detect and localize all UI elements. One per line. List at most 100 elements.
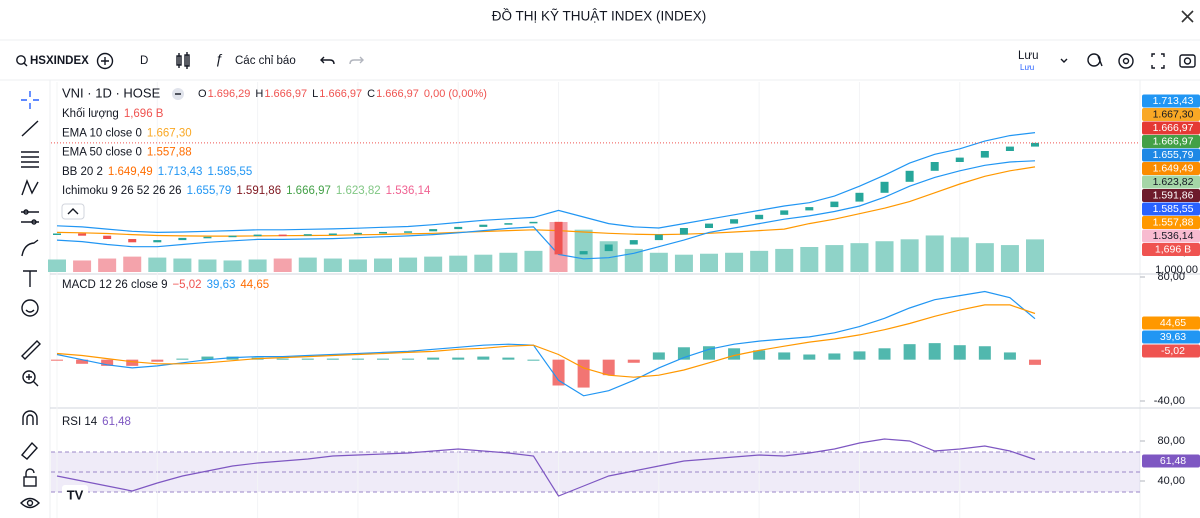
price-badge	[1142, 189, 1200, 202]
indicators-button[interactable]: Các chỉ báo	[235, 55, 296, 67]
legend-text: 1.666,97	[376, 88, 419, 100]
price-badge-label: 1.557,88	[1153, 216, 1194, 228]
histogram-bar	[427, 357, 440, 360]
y-tick-label: 80,00	[1157, 271, 1185, 283]
candle	[705, 223, 713, 228]
volume-bar	[374, 258, 392, 272]
close-button[interactable]	[1181, 10, 1194, 23]
alert-icon[interactable]	[1087, 53, 1103, 67]
price-badge	[1142, 344, 1200, 358]
price-badge	[1142, 202, 1200, 216]
undo[interactable]	[320, 56, 335, 65]
fullscreen-icon[interactable]	[1151, 53, 1165, 69]
legend-text: 1.557,88	[147, 147, 192, 159]
save-button[interactable]: Lưu	[1018, 50, 1039, 62]
volume-bar	[624, 248, 643, 272]
legend-text: 39,63	[207, 279, 236, 291]
fx-icon[interactable]: ƒ	[215, 51, 223, 67]
save-status: Lưu	[1020, 63, 1034, 72]
candle	[604, 244, 613, 252]
svg-text:TV: TV	[67, 487, 84, 502]
legend-text: 44,65	[240, 279, 269, 291]
histogram-bar	[326, 358, 339, 360]
magnet-tool[interactable]	[22, 410, 38, 425]
snapshot-icon[interactable]	[1179, 54, 1196, 68]
candle	[1005, 146, 1014, 151]
price-badge	[1142, 94, 1200, 108]
candle	[654, 234, 663, 241]
histogram-bar	[753, 350, 766, 360]
price-badge-label: -5,02	[1161, 345, 1185, 357]
price-badge-label: 61,48	[1160, 455, 1186, 467]
histogram-bar	[51, 359, 63, 361]
pattern-tool[interactable]	[21, 179, 39, 196]
volume-bar	[825, 245, 844, 272]
measure-tool[interactable]	[21, 340, 41, 360]
histogram-bar	[728, 348, 741, 360]
settings-icon[interactable]	[1118, 53, 1134, 69]
redo[interactable]	[349, 56, 364, 65]
emoji-tool[interactable]	[21, 299, 39, 317]
candle	[78, 233, 87, 236]
lock-tool[interactable]	[23, 468, 37, 487]
visibility-tool[interactable]	[20, 497, 40, 509]
chart-type-icon[interactable]	[176, 52, 190, 69]
search-icon[interactable]	[16, 55, 28, 67]
price-badge	[1142, 243, 1200, 256]
price-badge-label: 1.666,97	[1153, 122, 1194, 134]
candle	[228, 235, 237, 238]
volume-bar	[674, 254, 693, 272]
interval-button[interactable]: D	[140, 55, 148, 67]
legend-text: −5,02	[172, 279, 201, 291]
histogram-bar	[552, 359, 565, 386]
y-tick-label: 80,00	[1157, 435, 1185, 447]
histogram-bar	[703, 346, 715, 360]
price-badge-label: 44,65	[1160, 317, 1186, 329]
legend-text: 1.667,30	[147, 127, 192, 139]
histogram-bar	[477, 356, 490, 360]
lock-drawing-tool[interactable]	[21, 441, 38, 460]
volume-bar	[348, 259, 367, 272]
price-badge	[1142, 121, 1200, 135]
histogram-bar	[1029, 359, 1041, 365]
symbol-button[interactable]: HSXINDEX	[30, 55, 89, 67]
fib-tool[interactable]	[21, 151, 39, 168]
legend-collapse[interactable]	[61, 203, 85, 220]
zoom-tool[interactable]	[22, 370, 39, 387]
crosshair-tool[interactable]	[21, 91, 39, 109]
forecast-tool[interactable]	[21, 209, 39, 225]
volume-bar	[48, 259, 66, 272]
histogram-bar	[201, 356, 214, 360]
candle	[755, 214, 764, 220]
candle	[529, 221, 538, 224]
price-badge	[1142, 175, 1200, 189]
drawing-tools	[20, 91, 41, 509]
price-badge-label: 1.649,49	[1153, 162, 1194, 174]
add-symbol[interactable]	[96, 52, 114, 70]
legend-text: 1.666,97	[319, 88, 362, 100]
price-badge-label: 1,696 B	[1155, 243, 1191, 255]
candle	[730, 219, 739, 224]
histogram-bar	[377, 358, 389, 360]
histogram-bar	[778, 352, 791, 360]
rsi-band	[51, 452, 1140, 492]
candle	[905, 170, 914, 182]
save-menu[interactable]	[1060, 58, 1068, 63]
price-badge-label: 1.666,97	[1153, 135, 1194, 147]
candle	[930, 162, 939, 171]
volume-bar	[73, 260, 92, 272]
price-axis-label: 1.000,00	[1155, 264, 1198, 276]
candle	[629, 240, 638, 245]
trendline-tool[interactable]	[21, 120, 39, 137]
legend-text: 1.585,55	[207, 166, 252, 178]
volume-bar	[750, 250, 769, 272]
legend-options[interactable]	[172, 88, 184, 100]
legend-text: EMA 10 close 0	[62, 127, 142, 139]
volume-bar	[424, 256, 443, 272]
volume-bar	[1000, 245, 1019, 272]
price-badge	[1142, 229, 1200, 243]
brush-tool[interactable]	[21, 239, 39, 257]
candle	[479, 224, 488, 227]
text-tool[interactable]	[23, 270, 37, 287]
